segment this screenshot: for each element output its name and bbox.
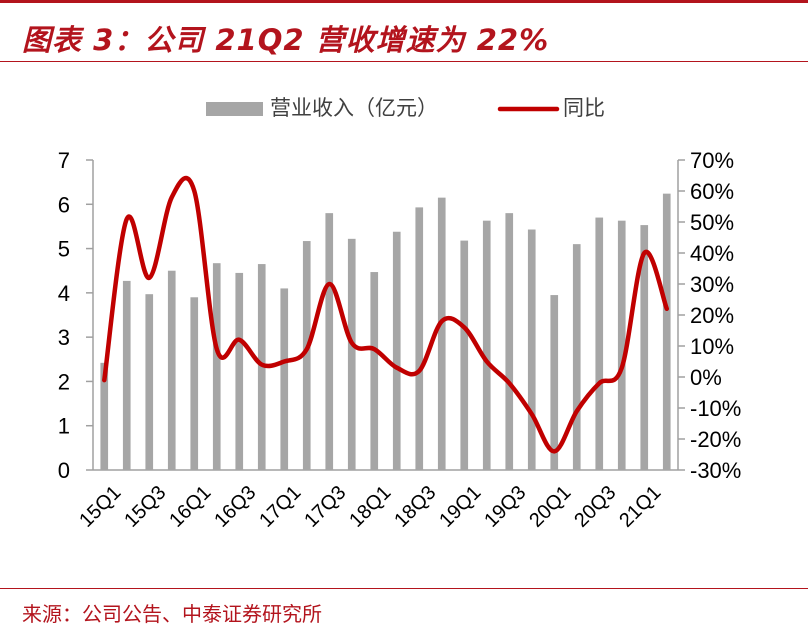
bar-16Q3 bbox=[235, 272, 244, 470]
x-tick-label: 19Q3 bbox=[480, 482, 530, 532]
right-tick-label: 30% bbox=[690, 272, 734, 297]
bar-15Q1 bbox=[100, 362, 109, 470]
bar-19Q4 bbox=[527, 229, 536, 470]
footer-divider bbox=[0, 588, 808, 589]
right-tick-label: 50% bbox=[690, 210, 734, 235]
right-tick-label: -10% bbox=[690, 396, 741, 421]
right-tick-label: -20% bbox=[690, 427, 741, 452]
left-tick-label: 3 bbox=[58, 325, 70, 350]
chart-title: 图表 3：公司 21Q2 营收增速为 22% bbox=[22, 23, 550, 57]
bar-19Q1 bbox=[460, 240, 469, 470]
bar-19Q3 bbox=[505, 213, 514, 470]
title-bar: 图表 3：公司 21Q2 营收增速为 22% bbox=[0, 0, 808, 62]
bar-15Q4 bbox=[167, 270, 176, 470]
bar-17Q1 bbox=[280, 288, 289, 470]
x-tick-label: 16Q1 bbox=[165, 482, 215, 532]
x-tick-label: 18Q3 bbox=[390, 482, 440, 532]
bar-15Q3 bbox=[145, 294, 154, 470]
combo-chart: 营业收入（亿元） 同比 0 1 2 3 4 5 6 7 -30% -20% -10% 0% 10% 20%… bbox=[58, 96, 742, 532]
left-tick-label: 6 bbox=[58, 192, 70, 217]
bar-17Q2 bbox=[302, 241, 311, 470]
legend-line-label: 同比 bbox=[563, 96, 605, 120]
bar-17Q3 bbox=[325, 213, 334, 470]
right-tick-label: 70% bbox=[690, 148, 734, 173]
right-tick-label: 60% bbox=[690, 179, 734, 204]
bar-18Q4 bbox=[437, 197, 446, 470]
x-tick-label: 16Q3 bbox=[210, 482, 260, 532]
bar-21Q1 bbox=[640, 225, 649, 470]
bar-17Q4 bbox=[347, 238, 356, 470]
axes: 0 1 2 3 4 5 6 7 -30% -20% -10% 0% 10% 20% 30% 40% 50% 60%… bbox=[58, 148, 742, 483]
right-tick-label: 10% bbox=[690, 334, 734, 359]
bar-20Q1 bbox=[550, 295, 559, 470]
x-tick-label: 18Q1 bbox=[345, 482, 395, 532]
right-tick-label: -30% bbox=[690, 458, 741, 483]
bar-series bbox=[100, 193, 671, 470]
x-tick-label: 17Q3 bbox=[300, 482, 350, 532]
bar-18Q1 bbox=[370, 272, 379, 470]
left-tick-label: 0 bbox=[58, 458, 70, 483]
x-tick-label: 15Q1 bbox=[75, 482, 125, 532]
bar-18Q2 bbox=[392, 231, 401, 470]
bar-15Q2 bbox=[122, 280, 131, 470]
right-tick-label: 20% bbox=[690, 303, 734, 328]
x-tick-label: 17Q1 bbox=[255, 482, 305, 532]
line-series bbox=[102, 175, 670, 454]
x-tick-label: 20Q3 bbox=[570, 482, 620, 532]
x-axis-labels: 15Q115Q316Q116Q317Q117Q318Q118Q319Q119Q3… bbox=[75, 482, 665, 532]
yoy-line bbox=[102, 175, 670, 454]
x-tick-label: 19Q1 bbox=[435, 482, 485, 532]
left-tick-label: 5 bbox=[58, 237, 70, 262]
bar-18Q3 bbox=[415, 207, 424, 470]
bar-21Q2 bbox=[662, 193, 671, 470]
bar-20Q2 bbox=[572, 244, 581, 470]
legend-bar-swatch bbox=[206, 102, 263, 116]
left-tick-label: 2 bbox=[58, 369, 70, 394]
left-tick-label: 7 bbox=[58, 148, 70, 173]
bar-20Q4 bbox=[617, 220, 626, 470]
right-tick-label: 40% bbox=[690, 241, 734, 266]
legend-bar-label: 营业收入（亿元） bbox=[270, 96, 438, 120]
source-note: 来源：公司公告、中泰证券研究所 bbox=[22, 602, 322, 626]
bar-16Q2 bbox=[212, 263, 221, 470]
bar-20Q3 bbox=[595, 217, 604, 470]
right-tick-label: 0% bbox=[690, 365, 722, 390]
left-tick-label: 4 bbox=[58, 281, 70, 306]
left-tick-label: 1 bbox=[58, 414, 70, 439]
legend: 营业收入（亿元） 同比 bbox=[206, 96, 605, 120]
x-tick-label: 20Q1 bbox=[525, 482, 575, 532]
bar-19Q2 bbox=[482, 220, 491, 470]
x-tick-label: 15Q3 bbox=[120, 482, 170, 532]
title-divider bbox=[0, 61, 808, 62]
x-tick-label: 21Q1 bbox=[615, 482, 665, 532]
bar-16Q1 bbox=[190, 297, 199, 470]
